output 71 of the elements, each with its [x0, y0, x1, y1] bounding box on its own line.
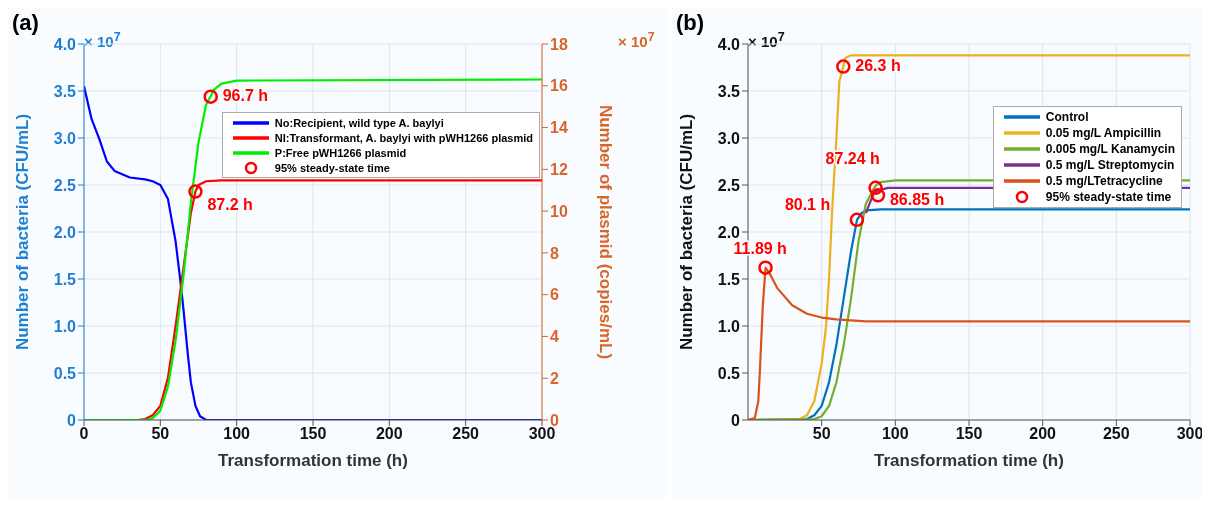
- annotation: × 10$^{7}$: [748, 30, 785, 50]
- x-tick-label: 50: [151, 425, 170, 443]
- y-tick-label: 0.5: [717, 364, 741, 382]
- point: [868, 180, 883, 196]
- chart-title: (b): [676, 10, 705, 36]
- point: [849, 212, 865, 228]
- y2-tick-label: 2: [550, 369, 559, 387]
- x-tick-label: 200: [1029, 425, 1057, 443]
- y2-tick-label: 16: [550, 77, 568, 95]
- y2-tick-label: 12: [550, 161, 568, 179]
- annotation: 80.1 h: [784, 195, 831, 213]
- y-axis-title: Number of bacteria (CFU/mL): [677, 113, 697, 351]
- y-tick-label: 1.0: [53, 317, 77, 335]
- x-axis-title: Transformation time (h): [218, 451, 408, 470]
- y-tick-label: 2.0: [53, 223, 77, 241]
- x-tick-label: 200: [375, 425, 403, 443]
- legend-label: 95% steady-state time: [1045, 190, 1172, 204]
- y-tick-label: 3.0: [717, 129, 741, 147]
- y2-tick-label: 14: [550, 119, 568, 137]
- point: [836, 59, 851, 74]
- y2-tick-label: 10: [550, 202, 568, 220]
- legend-label: 95% steady-state time: [274, 161, 390, 174]
- y2-tick-label: 18: [550, 35, 568, 53]
- legend-label: 0.5 mg/LTetracycline: [1045, 174, 1163, 188]
- text: × 10$^{7}$: [618, 30, 655, 50]
- y2-tick-label: 6: [550, 286, 559, 304]
- y2-axis-title: Number of plasmid (copies/mL): [595, 104, 615, 360]
- y-tick-label: 1.5: [717, 270, 741, 288]
- x-tick-label: 150: [955, 425, 983, 443]
- chart-title: (a): [12, 10, 39, 36]
- y-tick-label: 1.0: [717, 317, 741, 335]
- x-tick-label: 0: [79, 425, 89, 443]
- x-tick-label: 250: [452, 425, 480, 443]
- annotation: 86.85 h: [889, 191, 945, 209]
- annotation: 87.2 h: [207, 195, 253, 213]
- x-tick-label: 50: [812, 425, 831, 443]
- y-tick-label: 3.0: [53, 129, 77, 147]
- y-tick-label: 4.0: [53, 35, 77, 53]
- legend-label: P:Free pWH1266 plasmid: [274, 146, 407, 159]
- x-tick-label: 100: [881, 425, 909, 443]
- x-tick-label: 100: [223, 425, 251, 443]
- y-axis-title: Number of bacteria (CFU/mL): [13, 113, 33, 351]
- y-tick-label: 0.5: [53, 364, 77, 382]
- y-tick-label: 1.5: [53, 270, 77, 288]
- y-tick-label: 4.0: [717, 35, 741, 53]
- annotation: 11.89 h: [733, 239, 787, 257]
- y-tick-label: 2.0: [717, 223, 741, 241]
- legend-label: No:Recipient, wild type A. baylyi: [274, 116, 444, 129]
- point: [870, 188, 886, 203]
- legend-label: 0.05 mg/L Ampicillin: [1045, 126, 1162, 140]
- legend-label: 0.5 mg/L Streptomycin: [1045, 158, 1175, 172]
- x-tick-label: 300: [1176, 425, 1204, 443]
- y-tick-label: 2.5: [717, 176, 741, 194]
- y2-tick-label: 8: [550, 244, 559, 262]
- y-tick-label: 0: [731, 411, 741, 429]
- legend-label: NI:Transformant, A. baylyi with pWH1266 plasmid: [274, 131, 533, 144]
- annotation: × 10$^{7}$: [84, 30, 121, 50]
- y-tick-label: 0: [67, 411, 77, 429]
- y-tick-label: 3.5: [717, 82, 741, 100]
- y-tick-label: 2.5: [53, 176, 77, 194]
- x-tick-label: 150: [299, 425, 327, 443]
- y-tick-label: 3.5: [53, 82, 77, 100]
- legend-label: 0.005 mg/L Kanamycin: [1045, 142, 1175, 156]
- point: [758, 260, 773, 275]
- x-tick-label: 250: [1102, 425, 1130, 443]
- annotation: 96.7 h: [222, 86, 269, 104]
- x-axis-title: Transformation time (h): [874, 451, 1064, 470]
- annotation: 26.3 h: [855, 56, 901, 74]
- x-tick-label: 300: [528, 425, 556, 443]
- legend-label: Control: [1045, 110, 1089, 124]
- y2-tick-label: 4: [550, 328, 559, 346]
